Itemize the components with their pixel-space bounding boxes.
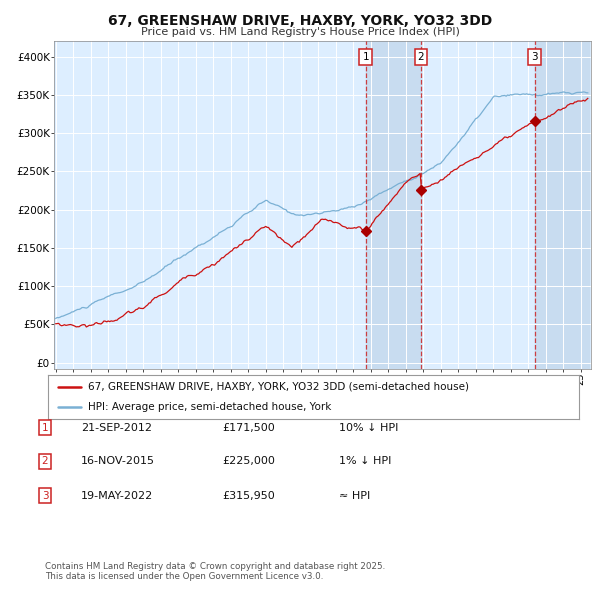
Bar [535,41,589,369]
Text: 1: 1 [362,51,369,61]
Text: 2: 2 [41,457,49,466]
Text: £171,500: £171,500 [222,423,275,432]
Text: £225,000: £225,000 [222,457,275,466]
Bar [366,41,421,369]
Text: 67, GREENSHAW DRIVE, HAXBY, YORK, YO32 3DD: 67, GREENSHAW DRIVE, HAXBY, YORK, YO32 3… [108,14,492,28]
Text: 1: 1 [41,423,49,432]
Text: 21-SEP-2012: 21-SEP-2012 [81,423,152,432]
Text: 1% ↓ HPI: 1% ↓ HPI [339,457,391,466]
Text: 10% ↓ HPI: 10% ↓ HPI [339,423,398,432]
Text: Contains HM Land Registry data © Crown copyright and database right 2025.
This d: Contains HM Land Registry data © Crown c… [45,562,385,581]
Text: HPI: Average price, semi-detached house, York: HPI: Average price, semi-detached house,… [88,402,331,412]
Text: £315,950: £315,950 [222,491,275,500]
Text: ≈ HPI: ≈ HPI [339,491,370,500]
Text: 16-NOV-2015: 16-NOV-2015 [81,457,155,466]
Text: Price paid vs. HM Land Registry's House Price Index (HPI): Price paid vs. HM Land Registry's House … [140,27,460,37]
Text: 3: 3 [41,491,49,500]
Text: 67, GREENSHAW DRIVE, HAXBY, YORK, YO32 3DD (semi-detached house): 67, GREENSHAW DRIVE, HAXBY, YORK, YO32 3… [88,382,469,392]
Text: 2: 2 [418,51,424,61]
Text: 3: 3 [532,51,538,61]
Text: 19-MAY-2022: 19-MAY-2022 [81,491,153,500]
